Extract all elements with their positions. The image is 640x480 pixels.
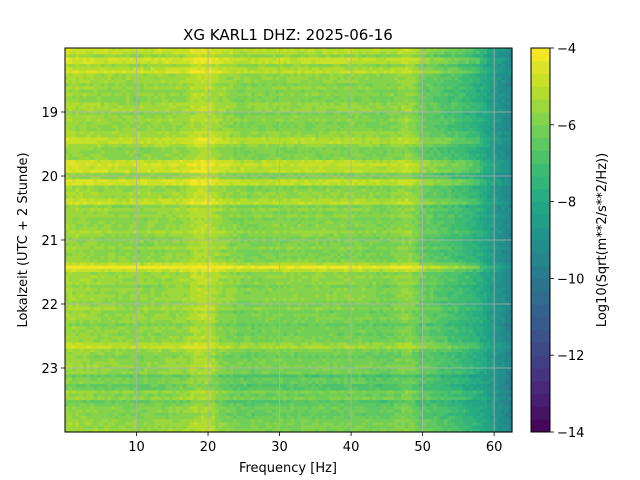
chart-title: XG KARL1 DHZ: 2025-06-16 xyxy=(183,26,393,44)
